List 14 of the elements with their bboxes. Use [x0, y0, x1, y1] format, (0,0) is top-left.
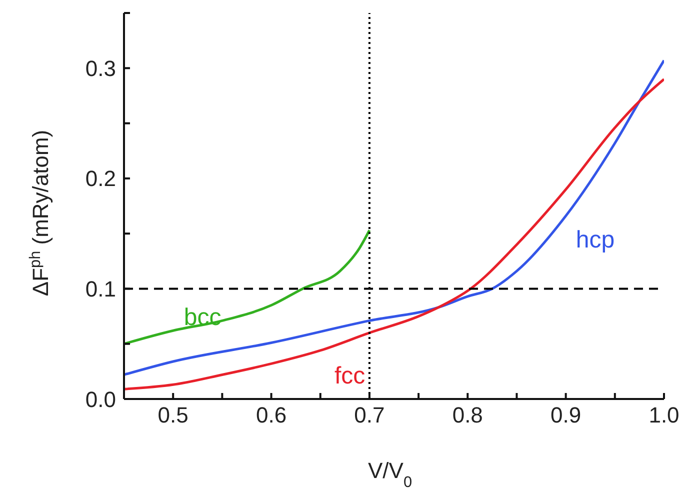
series-label: fcc — [334, 362, 366, 390]
series-label: hcp — [576, 226, 615, 254]
x-tick-label: 1.0 — [648, 402, 680, 428]
y-tick-label: 0.2 — [85, 166, 116, 192]
y-tick-label: 0.1 — [85, 276, 116, 302]
x-tick-label: 0.8 — [452, 402, 483, 428]
line-series — [124, 229, 371, 346]
x-tick-label: 0.6 — [256, 402, 287, 428]
y-tick-label: 0.0 — [85, 386, 116, 412]
y-tick-label: 0.3 — [85, 56, 116, 81]
x-tick-label: 0.7 — [354, 402, 385, 428]
x-tick-label: 0.5 — [158, 402, 188, 428]
x-axis-title: V/V$_{0}$ — [368, 458, 412, 490]
x-tick-label: 0.9 — [550, 402, 582, 428]
